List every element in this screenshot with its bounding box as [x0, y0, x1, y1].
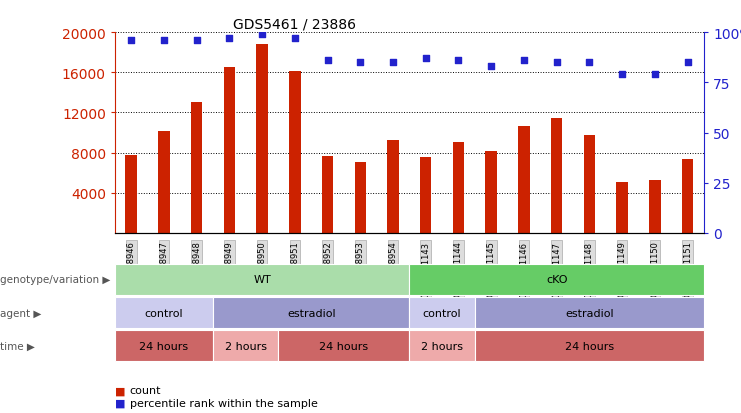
Point — [158, 38, 170, 44]
Bar — [617, 182, 628, 233]
Bar — [518, 127, 530, 233]
Text: count: count — [130, 385, 162, 395]
Text: WT: WT — [253, 275, 271, 285]
Point — [617, 72, 628, 78]
Point — [289, 36, 301, 43]
Bar — [355, 162, 366, 233]
Text: percentile rank within the sample: percentile rank within the sample — [130, 398, 318, 408]
Text: time ▶: time ▶ — [0, 341, 35, 351]
Point — [649, 72, 661, 78]
Point — [256, 32, 268, 38]
Text: control: control — [144, 308, 183, 318]
Point — [322, 58, 333, 64]
Bar — [289, 72, 301, 233]
Point — [518, 58, 530, 64]
Bar — [485, 151, 497, 233]
Bar — [322, 156, 333, 233]
Point — [420, 56, 432, 62]
Bar — [256, 45, 268, 233]
Bar — [125, 155, 137, 233]
Bar — [191, 103, 202, 233]
Bar — [388, 140, 399, 233]
Bar — [420, 157, 431, 233]
Point — [453, 58, 465, 64]
Point — [682, 60, 694, 66]
Bar — [159, 131, 170, 233]
Point — [125, 38, 137, 44]
Point — [583, 60, 595, 66]
Text: cKO: cKO — [546, 275, 568, 285]
Bar — [682, 159, 694, 233]
Text: 2 hours: 2 hours — [225, 341, 267, 351]
Point — [387, 60, 399, 66]
Bar — [551, 119, 562, 233]
Text: ■: ■ — [115, 398, 125, 408]
Text: control: control — [423, 308, 462, 318]
Text: genotype/variation ▶: genotype/variation ▶ — [0, 275, 110, 285]
Bar — [453, 142, 464, 233]
Text: 24 hours: 24 hours — [139, 341, 188, 351]
Text: agent ▶: agent ▶ — [0, 308, 41, 318]
Text: GDS5461 / 23886: GDS5461 / 23886 — [233, 18, 356, 32]
Bar — [224, 68, 235, 233]
Text: estradiol: estradiol — [565, 308, 614, 318]
Bar — [584, 135, 595, 233]
Point — [190, 38, 202, 44]
Text: ■: ■ — [115, 385, 125, 395]
Text: 2 hours: 2 hours — [421, 341, 463, 351]
Text: estradiol: estradiol — [287, 308, 336, 318]
Text: 24 hours: 24 hours — [565, 341, 614, 351]
Point — [224, 36, 236, 43]
Point — [354, 60, 366, 66]
Bar — [649, 180, 660, 233]
Point — [485, 64, 497, 70]
Point — [551, 60, 562, 66]
Text: 24 hours: 24 hours — [319, 341, 368, 351]
